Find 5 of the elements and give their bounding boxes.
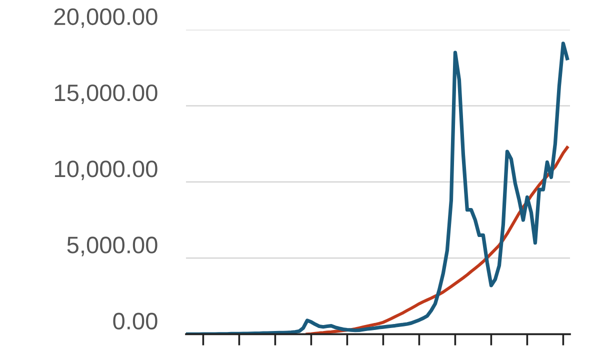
y-tick-label: 5,000.00	[67, 236, 158, 256]
y-tick-label: 15,000.00	[54, 84, 158, 104]
y-tick-label: 20,000.00	[54, 8, 158, 28]
y-tick-label: 0.00	[113, 312, 158, 330]
y-tick-label: 10,000.00	[54, 160, 158, 180]
